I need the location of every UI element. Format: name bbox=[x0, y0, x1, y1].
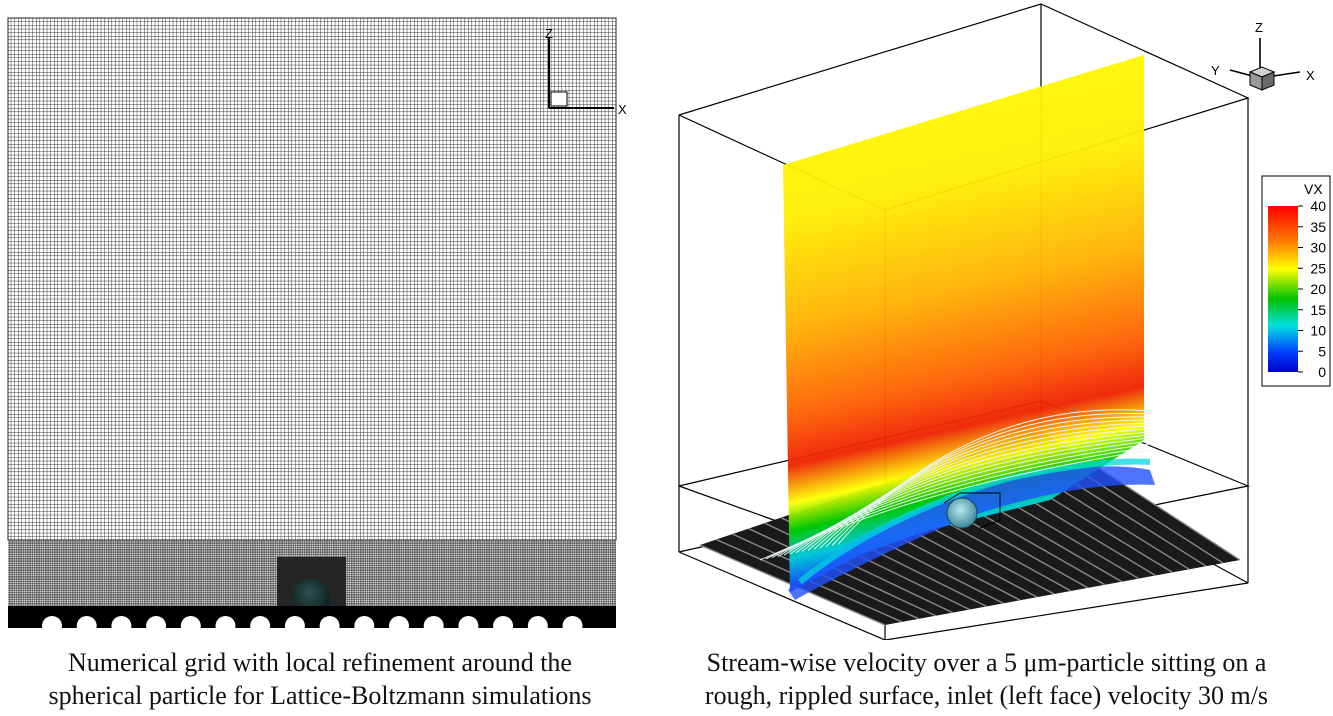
x-axis-label: X bbox=[618, 102, 627, 117]
grid-panel: Z X Numerical grid with local refinement… bbox=[0, 0, 640, 716]
wall-bump bbox=[319, 616, 340, 636]
velocity-slice bbox=[783, 55, 1144, 592]
wall-bump bbox=[354, 616, 375, 636]
legend-tick-label: 0 bbox=[1318, 364, 1326, 380]
legend-tick-label: 20 bbox=[1310, 281, 1326, 297]
legend-colorbar bbox=[1268, 206, 1298, 372]
right-caption-line-2: rough, rippled surface, inlet (left face… bbox=[704, 681, 1269, 710]
coarse-grid-region bbox=[7, 17, 617, 541]
legend-title: VX bbox=[1304, 181, 1323, 197]
wall-bump bbox=[146, 616, 167, 636]
streamline bbox=[789, 434, 1151, 555]
legend-tick-label: 40 bbox=[1310, 198, 1326, 214]
velocity-panel: Z Y X VX 40 35 30 25 20 15 10 5 0 Stream-wise ve… bbox=[640, 0, 1333, 716]
streamline bbox=[807, 425, 1151, 551]
grid-figure: Z X bbox=[7, 17, 627, 636]
right-caption-line-1: Stream-wise velocity over a 5 μm-particl… bbox=[706, 648, 1267, 677]
streamline bbox=[813, 422, 1151, 550]
legend-tick-label: 10 bbox=[1310, 323, 1326, 339]
wall-bump bbox=[111, 616, 132, 636]
wall-bump bbox=[215, 616, 236, 636]
legend-tick-label: 30 bbox=[1310, 240, 1326, 256]
streamline bbox=[819, 419, 1151, 549]
axis-triad: Z X bbox=[545, 26, 627, 117]
wall-bump bbox=[250, 616, 271, 636]
left-caption-line-2: spherical particle for Lattice-Boltzmann… bbox=[48, 681, 592, 710]
streamline bbox=[837, 409, 1151, 545]
y-axis-label-3d: Y bbox=[1211, 63, 1220, 78]
vx-legend: VX 40 35 30 25 20 15 10 5 0 bbox=[1261, 175, 1331, 387]
rough-wall bbox=[8, 606, 616, 628]
x-axis-label-3d: X bbox=[1306, 68, 1315, 83]
legend-tick-label: 5 bbox=[1318, 343, 1326, 359]
streamline bbox=[831, 412, 1151, 546]
streamline bbox=[825, 416, 1151, 548]
velocity-figure: Z Y X VX 40 35 30 25 20 15 10 5 0 bbox=[678, 3, 1331, 641]
axis-triad-3d: Z Y X bbox=[1211, 20, 1315, 91]
wall-bump bbox=[458, 616, 479, 636]
streamlines bbox=[759, 409, 1151, 561]
streamline bbox=[783, 437, 1151, 556]
streamline bbox=[801, 428, 1151, 552]
wall-bump bbox=[527, 616, 548, 636]
left-caption: Numerical grid with local refinement aro… bbox=[0, 646, 640, 712]
left-caption-line-1: Numerical grid with local refinement aro… bbox=[68, 648, 572, 677]
wall-bump bbox=[389, 616, 409, 636]
wall-bump bbox=[42, 616, 62, 636]
wall-bump bbox=[562, 616, 583, 636]
wall-bump bbox=[493, 616, 514, 636]
particle bbox=[946, 497, 978, 529]
wall-bump bbox=[284, 616, 305, 636]
streamline bbox=[795, 431, 1151, 554]
wall-bump bbox=[180, 616, 201, 636]
legend-tick-label: 25 bbox=[1310, 260, 1326, 276]
legend-tick-label: 15 bbox=[1310, 302, 1326, 318]
z-axis-label-3d: Z bbox=[1255, 20, 1263, 35]
wall-bumps bbox=[42, 616, 583, 636]
z-axis-label: Z bbox=[545, 26, 553, 41]
wall-bump bbox=[76, 616, 97, 636]
right-caption: Stream-wise velocity over a 5 μm-particl… bbox=[640, 646, 1333, 712]
legend-tick-label: 35 bbox=[1310, 219, 1326, 235]
wall-bump bbox=[423, 616, 444, 636]
